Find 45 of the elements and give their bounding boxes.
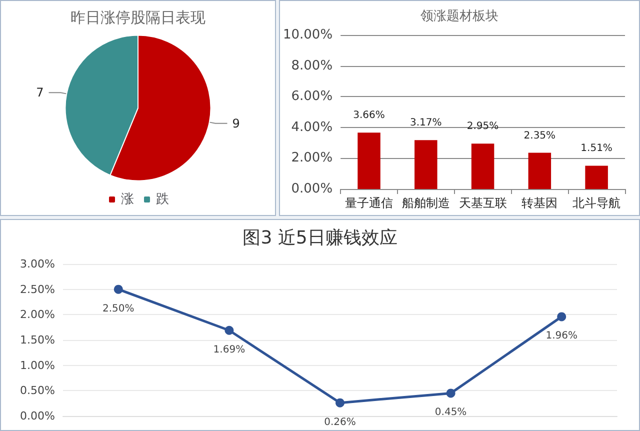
legend-label: 涨 (121, 192, 134, 207)
data-label: 2.95% (466, 121, 499, 132)
data-label: 0.45% (434, 407, 467, 418)
data-label: 1.96% (546, 330, 578, 342)
y-tick-label: 3.00% (20, 258, 55, 270)
bar (414, 140, 438, 189)
y-tick-label: 2.50% (20, 282, 55, 296)
point (336, 398, 344, 408)
chart-title: 领涨题材板块 (420, 9, 498, 24)
y-tick-label: 1.50% (20, 334, 55, 346)
chart-title: 昨日涨停股隔日表现 (70, 8, 206, 26)
data-label: 0.26% (324, 416, 356, 428)
point (557, 312, 566, 322)
point (224, 326, 234, 335)
x-tick-label: 天基互联 (458, 196, 507, 210)
bar (528, 152, 552, 189)
x-tick-label: 船舶制造 (402, 196, 450, 210)
y-tick-label: 2.00% (291, 150, 333, 166)
y-tick-label: 0.50% (20, 384, 55, 398)
data-label: 1.51% (580, 143, 612, 154)
data-label: 3.17% (410, 118, 442, 129)
chart-title: 图3 近5日赚钱效应 (242, 228, 398, 248)
bar (358, 132, 380, 189)
y-tick-label: 6.00% (291, 89, 333, 104)
y-tick-label: 4.00% (291, 120, 333, 135)
y-tick-label: 1.00% (20, 358, 55, 372)
data-label: 2.35% (524, 130, 556, 142)
y-tick-label: 2.00% (20, 308, 55, 322)
data-label: 3.66% (353, 110, 385, 122)
bar (471, 144, 494, 189)
x-tick-label: 量子通信 (345, 196, 394, 210)
y-tick-label: 10.00% (282, 28, 333, 42)
point (446, 388, 456, 398)
bar (585, 166, 608, 189)
legend-label: 跌 (156, 192, 169, 207)
data-label: 2.50% (102, 303, 134, 314)
point (114, 284, 123, 294)
x-tick-label: 转基因 (522, 196, 558, 210)
data-label: 7 (36, 86, 44, 100)
data-label: 9 (232, 116, 240, 130)
y-tick-label: 8.00% (291, 58, 333, 74)
y-tick-label: 0.00% (20, 410, 55, 422)
data-label: 1.69% (213, 344, 246, 356)
y-tick-label: 0.00% (291, 182, 333, 196)
x-tick-label: 北斗导航 (572, 196, 621, 210)
